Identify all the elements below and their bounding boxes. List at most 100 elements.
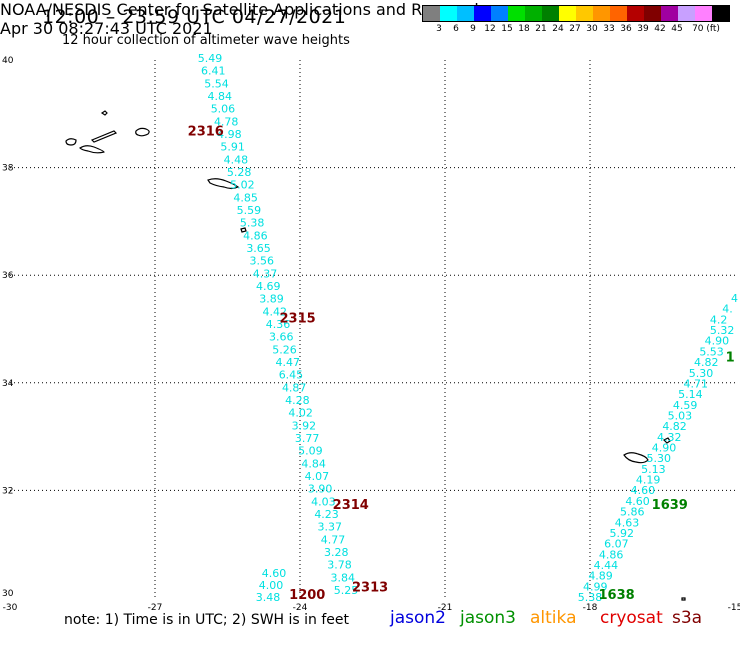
satellite-legend-item: cryosat — [600, 608, 663, 628]
pass-time-label: 2316 — [188, 124, 224, 139]
legend-swatch — [678, 6, 695, 21]
legend-tick-label: 36 — [620, 24, 632, 34]
wave-height-label: 5.38 — [240, 217, 265, 230]
wave-height-label: 4.84 — [207, 90, 232, 103]
legend-swatch — [661, 6, 678, 21]
wave-height-label: 4.03 — [311, 495, 336, 508]
lat-tick-label: 30 — [2, 589, 14, 599]
wave-height-label: 4.48 — [224, 153, 249, 166]
legend-tick-label: 42 — [654, 24, 666, 34]
wave-height-label: 4.44 — [594, 559, 619, 572]
island-faial — [65, 138, 77, 146]
island-outlines — [65, 110, 686, 601]
wave-height-label: 4.47 — [275, 356, 300, 369]
island-sao-jorge — [90, 130, 118, 143]
wave-height-label: 4.36 — [266, 318, 291, 331]
wave-height-label: 4.77 — [321, 533, 346, 546]
satellite-legend-item: jason2 — [390, 608, 446, 628]
satellite-legend-item: s3a — [672, 608, 703, 628]
wave-height-label: 4.98 — [217, 128, 242, 141]
legend-swatches — [422, 5, 730, 22]
satellite-legend-item: altika — [530, 608, 577, 628]
legend-ticks: 3 6 9 12 15 18 21 24 27 30 33 36 39 42 45 70 (ft) — [422, 22, 730, 34]
wave-height-label: 4.02 — [288, 407, 313, 420]
pass-time-label: 1639 — [652, 498, 688, 513]
wave-height-label: 5.30 — [689, 367, 714, 380]
wave-height-label: 3.65 — [246, 242, 271, 255]
legend-tick-label: 15 — [501, 24, 513, 34]
lat-tick-label: 32 — [2, 486, 13, 496]
island-selvagens — [681, 597, 686, 601]
wave-height-label: 6.45 — [279, 369, 304, 382]
legend-tick-label: 3 — [436, 24, 442, 34]
wave-height-label: 4.32 — [657, 431, 682, 444]
wave-height-label: 4.87 — [282, 381, 307, 394]
wave-height-label: 3.77 — [295, 432, 320, 445]
wave-height-label: 4.07 — [305, 470, 330, 483]
wave-height-label: 4 — [731, 292, 738, 305]
wave-height-label: 4.90 — [652, 442, 677, 455]
legend-swatch — [457, 6, 474, 21]
legend-swatch — [542, 6, 559, 21]
wave-height-label: 4. — [722, 303, 733, 316]
legend-swatch — [610, 6, 627, 21]
wave-height-label: 5.02 — [230, 179, 255, 192]
wave-height-label: 5.26 — [272, 343, 297, 356]
wave-height-label: 4.60 — [262, 567, 287, 580]
wave-height-label: 5.38 — [578, 591, 603, 604]
wave-height-label: 5.53 — [699, 345, 724, 358]
wave-height-label: 5.25 — [334, 584, 359, 597]
wave-height-label: 5.28 — [227, 166, 252, 179]
footer-note: note: 1) Time is in UTC; 2) SWH is in fe… — [64, 612, 350, 628]
legend-tick-label: 12 — [484, 24, 496, 34]
legend-swatch — [559, 6, 576, 21]
legend-swatch — [525, 6, 542, 21]
lat-tick-label: 40 — [2, 56, 14, 66]
wave-height-label: 4.69 — [256, 280, 281, 293]
wave-height-label: 4.37 — [253, 267, 278, 280]
wave-height-label: 4.60 — [625, 495, 650, 508]
legend-swatch — [440, 6, 457, 21]
wave-height-label: 5.91 — [220, 141, 245, 154]
legend-swatch — [508, 6, 525, 21]
color-legend: 3 6 9 12 15 18 21 24 27 30 33 36 39 42 45 70 (ft) — [422, 5, 730, 34]
wave-height-label: 5.32 — [710, 324, 735, 337]
legend-swatch — [423, 6, 440, 21]
legend-tick-label: 6 — [453, 24, 459, 34]
island-santa-maria — [240, 227, 247, 233]
wave-height-label: 5.92 — [609, 527, 634, 540]
wave-height-label: 6.41 — [201, 65, 226, 78]
legend-swatch — [695, 6, 712, 21]
lon-tick-label: -18 — [583, 603, 598, 613]
legend-swatch — [474, 6, 491, 21]
time-labels: 2316 2315 2314 2313 1200 1639 1638 1 — [188, 124, 735, 603]
island-terceira — [135, 127, 150, 137]
credit-timestamp: Apr 30 08:27:43 UTC 2021 — [0, 19, 213, 38]
wave-height-label: 5.49 — [198, 52, 223, 65]
wave-height-label: 3.37 — [318, 521, 343, 534]
lon-tick-label: -27 — [148, 603, 163, 613]
island-flores — [100, 110, 108, 116]
wave-height-label: 5.54 — [204, 77, 229, 90]
satellite-legend-item: jason3 — [460, 608, 516, 628]
legend-swatch — [491, 6, 508, 21]
wave-height-label: 4.23 — [314, 508, 339, 521]
pass-time-label: 1638 — [598, 588, 634, 603]
wave-height-label: 3.89 — [259, 293, 284, 306]
wave-height-label: 4.00 — [259, 579, 284, 592]
legend-tick-label: 9 — [470, 24, 476, 34]
legend-swatch — [627, 6, 644, 21]
island-madeira — [623, 452, 649, 464]
wave-height-label: 4.99 — [583, 580, 608, 593]
map-subtitle: 12 hour collection of altimeter wave hei… — [62, 33, 350, 48]
lon-tick-label: -30 — [3, 603, 18, 613]
wave-height-label: 4.82 — [662, 420, 687, 433]
wave-height-label: 4.42 — [263, 305, 288, 318]
legend-swatch — [593, 6, 610, 21]
pass-time-label: 1200 — [289, 588, 325, 603]
legend-swatch — [712, 6, 729, 21]
wave-height-label: 4.86 — [599, 548, 624, 561]
wave-height-label: 5.30 — [646, 452, 671, 465]
lat-lon-grid: -30 -27 -24 -21 -18 -15 40 38 36 34 32 30 — [2, 56, 740, 613]
lon-tick-label: -21 — [438, 603, 453, 613]
